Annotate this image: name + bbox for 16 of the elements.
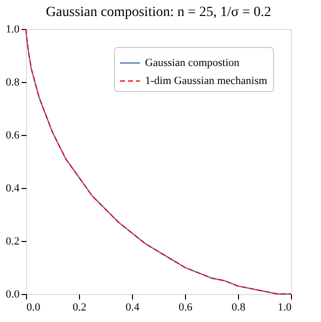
x-tick-label: 1.0 xyxy=(278,302,292,314)
x-tick-label: 0.6 xyxy=(178,302,193,314)
y-tick-label: 0.4 xyxy=(6,182,20,194)
legend-label: 1-dim Gaussian mechanism xyxy=(145,75,268,87)
x-tick-label: 0.0 xyxy=(26,302,41,314)
y-tick-label: 0.0 xyxy=(6,288,20,300)
line-series xyxy=(25,28,292,295)
x-tick-label: 0.2 xyxy=(72,302,86,314)
y-tick-label: 1.0 xyxy=(6,24,20,36)
chart-title: Gaussian composition: n = 25, 1/σ = 0.2 xyxy=(46,5,272,20)
x-tick-label: 0.8 xyxy=(232,302,246,314)
x-tick-label: 0.4 xyxy=(126,302,140,314)
legend-label: Gaussian compostion xyxy=(145,57,240,69)
y-tick-label: 0.6 xyxy=(6,130,20,142)
y-tick-label: 0.8 xyxy=(6,76,20,88)
y-tick-label: 0.2 xyxy=(6,236,20,248)
